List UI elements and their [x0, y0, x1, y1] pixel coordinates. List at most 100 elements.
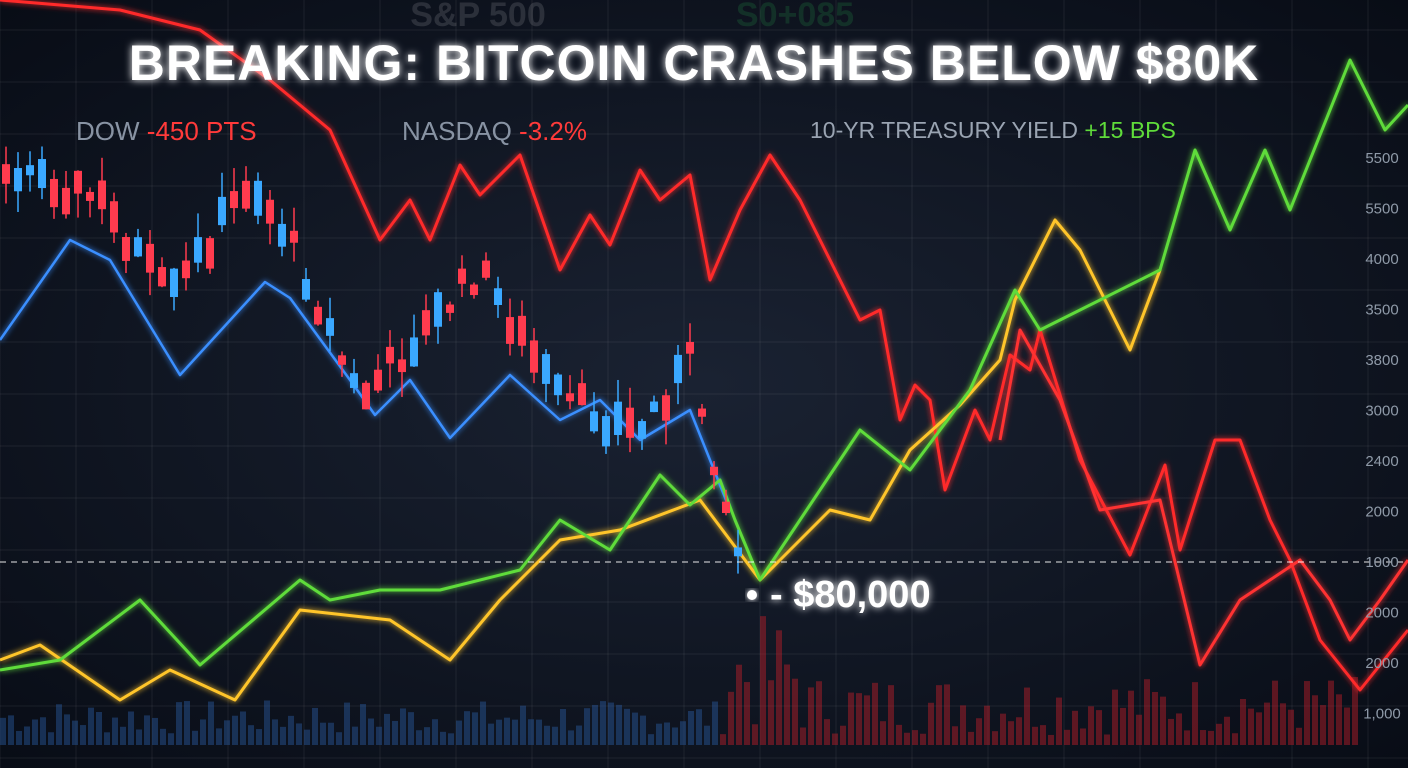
volume-bar	[680, 721, 686, 745]
volume-bar	[1288, 709, 1294, 745]
candle-body	[554, 374, 562, 396]
candle-body	[194, 237, 202, 263]
volume-bar	[1096, 710, 1102, 745]
candle-body	[158, 267, 166, 287]
volume-bar	[1016, 717, 1022, 745]
volume-bar	[1304, 681, 1310, 745]
volume-bar	[1128, 690, 1134, 745]
right-axis: 5500 5500 4000 3500 3800 3000 2400 2000 1000 2000…	[1363, 150, 1401, 723]
volume-bar	[976, 718, 982, 745]
candle-body	[578, 383, 586, 406]
volume-bar	[1328, 680, 1334, 745]
volume-bar	[216, 728, 222, 745]
volume-bar	[200, 719, 206, 745]
volume-bar	[376, 726, 382, 745]
candle-body	[326, 318, 334, 336]
candle-body	[590, 411, 598, 432]
candle-body	[542, 354, 550, 384]
candle-body	[86, 191, 94, 201]
axis-label: 2400	[1365, 453, 1398, 470]
candle-body	[218, 196, 226, 226]
candle-body	[230, 191, 238, 209]
volume-bar	[672, 727, 678, 745]
volume-bar	[320, 722, 326, 745]
volume-bar	[432, 719, 438, 745]
candle-body	[434, 292, 442, 327]
ticker-change: -450 PTS	[147, 116, 257, 146]
volume-bar	[584, 708, 590, 745]
volume-bar	[440, 731, 446, 745]
volume-bar	[704, 725, 710, 745]
candle-body	[26, 165, 34, 176]
volume-bar	[776, 630, 782, 745]
candle-body	[506, 317, 514, 344]
volume-bar	[144, 715, 150, 745]
volume-bar	[544, 725, 550, 745]
candle-body	[638, 421, 646, 439]
volume-bar	[832, 733, 838, 745]
background-label: S&P 500	[410, 0, 545, 34]
candle-body	[602, 416, 610, 447]
candle-body	[710, 466, 718, 476]
volume-bar	[1112, 689, 1118, 745]
candle-body	[266, 199, 274, 224]
volume-bar	[728, 691, 734, 745]
axis-label: 4000	[1365, 251, 1398, 268]
candle-body	[50, 178, 58, 208]
volume-bar	[88, 707, 94, 745]
volume-bar	[752, 724, 758, 745]
volume-bar	[952, 726, 958, 745]
volume-bar	[520, 705, 526, 745]
candle-body	[314, 306, 322, 325]
candle-body	[98, 180, 106, 210]
volume-bar	[480, 701, 486, 745]
volume-bar	[1272, 680, 1278, 745]
volume-bar	[192, 730, 198, 745]
volume-bar	[160, 728, 166, 745]
volume-bar	[8, 715, 14, 745]
price-marker: - $80,000	[770, 574, 931, 616]
volume-bar	[992, 731, 998, 745]
volume-bar	[48, 732, 54, 745]
volume-bar	[96, 711, 102, 745]
volume-bar	[288, 715, 294, 745]
candle-body	[410, 337, 418, 367]
volume-bar	[368, 718, 374, 745]
volume-bar	[456, 720, 462, 745]
volume-bar	[624, 708, 630, 745]
volume-bar	[488, 723, 494, 745]
volume-bar	[1144, 679, 1150, 745]
volume-bar	[1120, 707, 1126, 745]
axis-label: 2000	[1365, 504, 1398, 521]
red-line	[0, 0, 1408, 692]
volume-bar	[232, 715, 238, 745]
volume-bar	[712, 701, 718, 745]
candle-body	[650, 401, 658, 413]
volume-bar	[1312, 695, 1318, 745]
volume-bar	[648, 734, 654, 745]
volume-bar	[264, 700, 270, 745]
ticker-name: DOW	[76, 116, 140, 146]
volume-bar	[104, 732, 110, 745]
volume-bar	[64, 714, 70, 745]
volume-bar	[744, 682, 750, 745]
volume-bar	[1088, 706, 1094, 745]
volume-bar	[840, 725, 846, 745]
volume-bar	[1168, 718, 1174, 745]
volume-bar	[312, 707, 318, 745]
volume-bar	[904, 732, 910, 745]
volume-bar	[616, 704, 622, 745]
volume-bar	[896, 724, 902, 745]
ticker: 10-YR TREASURY YIELD +15 BPS	[810, 117, 1176, 143]
candle-body	[62, 187, 70, 215]
volume-bar	[1032, 726, 1038, 745]
candle-body	[614, 401, 622, 436]
volume-bar	[504, 717, 510, 745]
candle-body	[290, 230, 298, 243]
volume-bar	[968, 731, 974, 745]
volume-bar	[272, 719, 278, 745]
volume-bar	[816, 681, 822, 745]
volume-bar	[688, 710, 694, 745]
volume-bar	[512, 719, 518, 745]
